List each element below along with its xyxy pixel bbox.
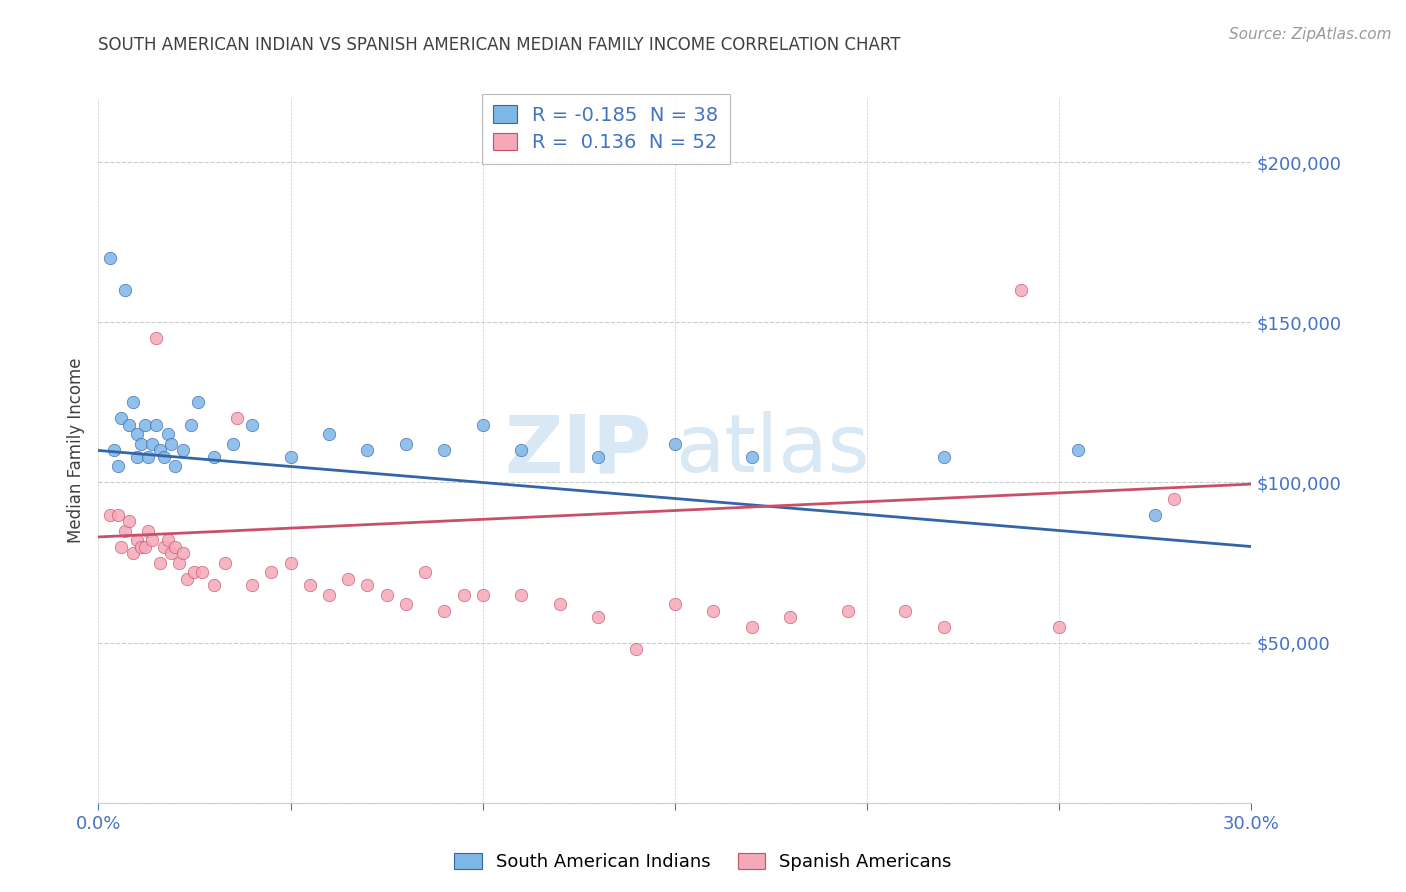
Point (932, 619, 955, 633)
Point (180, 417, 202, 432)
Point (134, 540, 156, 554)
Point (280, 450, 302, 464)
Point (395, 437, 418, 451)
Point (318, 427, 340, 442)
Point (586, 450, 609, 464)
Point (110, 411, 132, 425)
Point (156, 533, 179, 548)
Point (510, 588, 533, 602)
Point (214, 556, 236, 570)
Point (510, 443, 533, 458)
Point (433, 604, 456, 618)
Point (160, 437, 183, 451)
Point (152, 450, 174, 464)
Point (114, 524, 136, 538)
Point (149, 556, 172, 570)
Point (932, 450, 955, 464)
Point (167, 556, 190, 570)
Point (1163, 491, 1185, 506)
Point (548, 597, 571, 611)
Point (149, 443, 172, 458)
Point (160, 546, 183, 560)
Point (586, 610, 609, 624)
Point (129, 540, 152, 554)
Point (141, 533, 163, 548)
Point (298, 578, 321, 592)
Point (471, 588, 494, 602)
Point (1047, 619, 1070, 633)
Point (98, 508, 121, 522)
Point (172, 546, 194, 560)
Point (471, 417, 494, 432)
Point (145, 331, 167, 345)
Point (356, 578, 378, 592)
Point (395, 597, 418, 611)
Point (779, 610, 801, 624)
Point (125, 450, 148, 464)
Point (741, 450, 763, 464)
Point (240, 417, 263, 432)
Point (156, 427, 179, 442)
Point (122, 395, 145, 409)
Point (240, 578, 263, 592)
Point (125, 427, 148, 442)
Point (118, 514, 141, 528)
Point (141, 437, 163, 451)
Point (187, 395, 209, 409)
Point (134, 417, 156, 432)
Point (837, 604, 859, 618)
Point (702, 604, 724, 618)
Point (453, 588, 475, 602)
Point (129, 437, 152, 451)
Text: SOUTH AMERICAN INDIAN VS SPANISH AMERICAN MEDIAN FAMILY INCOME CORRELATION CHART: SOUTH AMERICAN INDIAN VS SPANISH AMERICA… (98, 36, 901, 54)
Text: Source: ZipAtlas.com: Source: ZipAtlas.com (1229, 27, 1392, 42)
Point (107, 508, 129, 522)
Point (165, 459, 187, 474)
Point (626, 642, 648, 657)
Point (145, 417, 167, 432)
Point (98, 252, 121, 266)
Text: atlas: atlas (675, 411, 869, 490)
Y-axis label: Median Family Income: Median Family Income (67, 358, 86, 543)
Point (107, 459, 129, 474)
Point (202, 450, 225, 464)
Point (122, 546, 145, 560)
Legend: South American Indians, Spanish Americans: South American Indians, Spanish American… (447, 846, 959, 879)
Point (1010, 283, 1032, 297)
Point (191, 565, 214, 579)
Point (152, 540, 174, 554)
Point (741, 619, 763, 633)
Point (894, 604, 917, 618)
Point (225, 411, 247, 425)
Point (172, 443, 194, 458)
Point (118, 417, 141, 432)
Text: ZIP: ZIP (505, 411, 652, 490)
Point (114, 283, 136, 297)
Point (138, 450, 160, 464)
Point (433, 443, 456, 458)
Point (1067, 443, 1090, 458)
Point (1144, 508, 1167, 522)
Point (176, 572, 198, 586)
Point (165, 540, 187, 554)
Point (183, 565, 205, 579)
Point (138, 524, 160, 538)
Point (318, 588, 340, 602)
Point (664, 437, 686, 451)
Point (356, 443, 378, 458)
Point (337, 572, 360, 586)
Point (413, 565, 436, 579)
Point (110, 540, 132, 554)
Legend: R = -0.185  N = 38, R =  0.136  N = 52: R = -0.185 N = 38, R = 0.136 N = 52 (481, 94, 730, 163)
Point (280, 556, 302, 570)
Point (202, 578, 225, 592)
Point (125, 533, 148, 548)
Point (664, 597, 686, 611)
Point (375, 588, 398, 602)
Point (260, 565, 283, 579)
Point (222, 437, 245, 451)
Point (103, 443, 125, 458)
